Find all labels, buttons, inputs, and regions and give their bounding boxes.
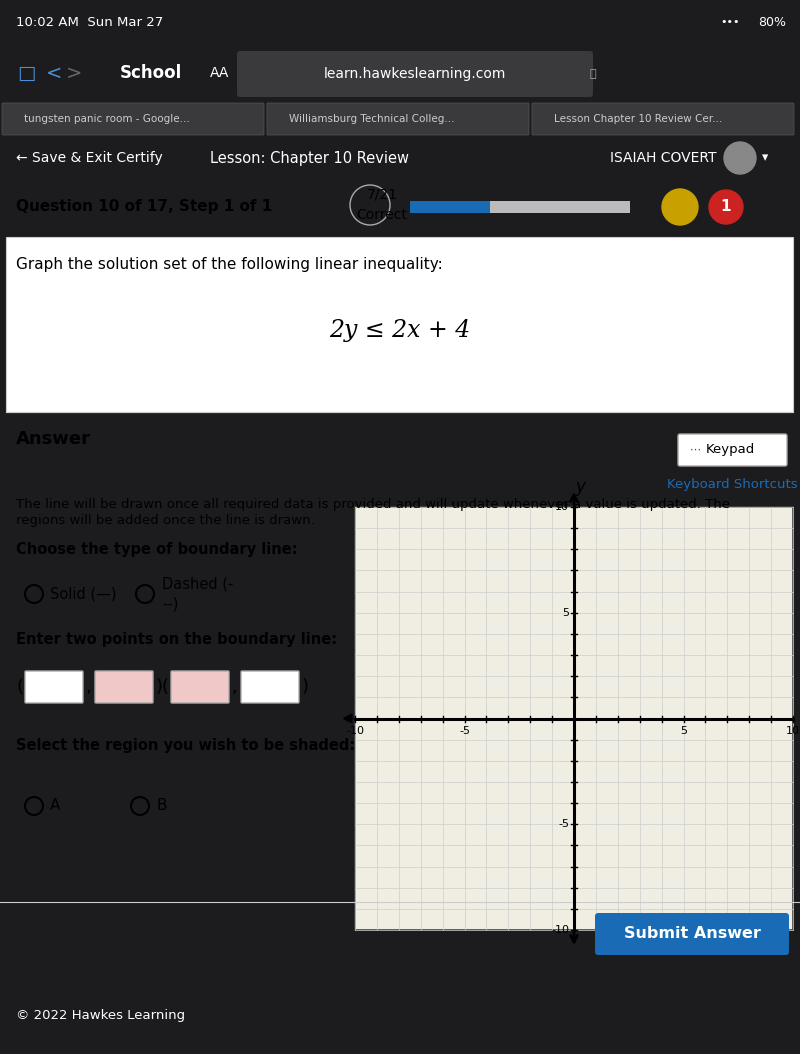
FancyBboxPatch shape [241, 671, 299, 703]
Text: ▾: ▾ [762, 152, 768, 164]
FancyBboxPatch shape [95, 671, 153, 703]
Text: )(: )( [156, 678, 170, 696]
Text: -10: -10 [346, 726, 364, 737]
Text: Williamsburg Technical Colleg...: Williamsburg Technical Colleg... [289, 114, 454, 124]
Text: Lesson Chapter 10 Review Cer...: Lesson Chapter 10 Review Cer... [554, 114, 722, 124]
Text: regions will be added once the line is drawn.: regions will be added once the line is d… [16, 514, 314, 527]
Text: 10: 10 [555, 502, 569, 512]
Text: learn.hawkeslearning.com: learn.hawkeslearning.com [324, 67, 506, 81]
Text: Question 10 of 17, Step 1 of 1: Question 10 of 17, Step 1 of 1 [16, 199, 272, 215]
Text: Select the region you wish to be shaded:: Select the region you wish to be shaded: [16, 738, 355, 753]
Text: y: y [575, 479, 585, 496]
Text: ⋯: ⋯ [690, 445, 701, 455]
Text: Keypad: Keypad [706, 444, 754, 456]
Text: 7/21: 7/21 [366, 188, 398, 202]
Text: Graph the solution set of the following linear inequality:: Graph the solution set of the following … [16, 257, 442, 272]
Text: -10: -10 [551, 925, 569, 935]
Text: B: B [156, 799, 166, 814]
Text: © 2022 Hawkes Learning: © 2022 Hawkes Learning [16, 1010, 185, 1022]
Bar [410, 201, 630, 213]
Text: Answer: Answer [16, 430, 91, 448]
FancyBboxPatch shape [595, 913, 789, 955]
FancyBboxPatch shape [267, 103, 529, 135]
Text: ISAIAH COVERT: ISAIAH COVERT [610, 151, 717, 165]
Text: 5: 5 [680, 726, 687, 737]
Text: <: < [46, 63, 62, 82]
Text: 5: 5 [562, 608, 569, 618]
Text: 80%: 80% [758, 16, 786, 28]
Text: Dashed (-: Dashed (- [162, 577, 234, 591]
Text: Solid (—): Solid (—) [50, 586, 117, 602]
Text: Correct: Correct [357, 208, 407, 222]
FancyBboxPatch shape [171, 671, 229, 703]
FancyBboxPatch shape [678, 434, 787, 466]
Text: Submit Answer: Submit Answer [623, 926, 761, 941]
Text: •••: ••• [720, 17, 740, 27]
Text: □: □ [17, 63, 35, 82]
Text: -5: -5 [558, 819, 569, 829]
Circle shape [662, 189, 698, 225]
Text: Keyboard Shortcuts: Keyboard Shortcuts [666, 479, 798, 491]
FancyBboxPatch shape [25, 671, 83, 703]
Text: Choose the type of boundary line:: Choose the type of boundary line: [16, 542, 298, 557]
FancyBboxPatch shape [532, 103, 794, 135]
Text: 🔒: 🔒 [590, 69, 597, 79]
Text: tungsten panic room - Google...: tungsten panic room - Google... [24, 114, 190, 124]
FancyBboxPatch shape [237, 51, 593, 97]
Text: ): ) [302, 678, 309, 696]
Text: --): --) [162, 597, 178, 611]
Text: >: > [66, 63, 82, 82]
Text: Enter two points on the boundary line:: Enter two points on the boundary line: [16, 632, 337, 647]
Text: 1: 1 [721, 199, 731, 215]
Text: 10:02 AM  Sun Mar 27: 10:02 AM Sun Mar 27 [16, 16, 163, 28]
Text: -5: -5 [459, 726, 470, 737]
Text: (: ( [16, 678, 23, 696]
Text: Lesson: Chapter 10 Review: Lesson: Chapter 10 Review [210, 151, 410, 165]
Text: ,: , [232, 678, 238, 696]
Text: The line will be drawn once all required data is provided and will update whenev: The line will be drawn once all required… [16, 497, 730, 511]
Text: ,: , [86, 678, 92, 696]
FancyBboxPatch shape [2, 103, 264, 135]
Text: 2y ≤ 2x + 4: 2y ≤ 2x + 4 [330, 318, 470, 341]
Text: School: School [120, 64, 182, 82]
Circle shape [709, 190, 743, 225]
Bar [355, 507, 793, 930]
Text: 10: 10 [786, 726, 800, 737]
Circle shape [724, 142, 756, 174]
Text: A: A [50, 799, 60, 814]
Text: AA: AA [210, 66, 230, 80]
Bar [410, 201, 490, 213]
FancyBboxPatch shape [6, 237, 793, 412]
Text: ← Save & Exit Certify: ← Save & Exit Certify [16, 151, 162, 165]
